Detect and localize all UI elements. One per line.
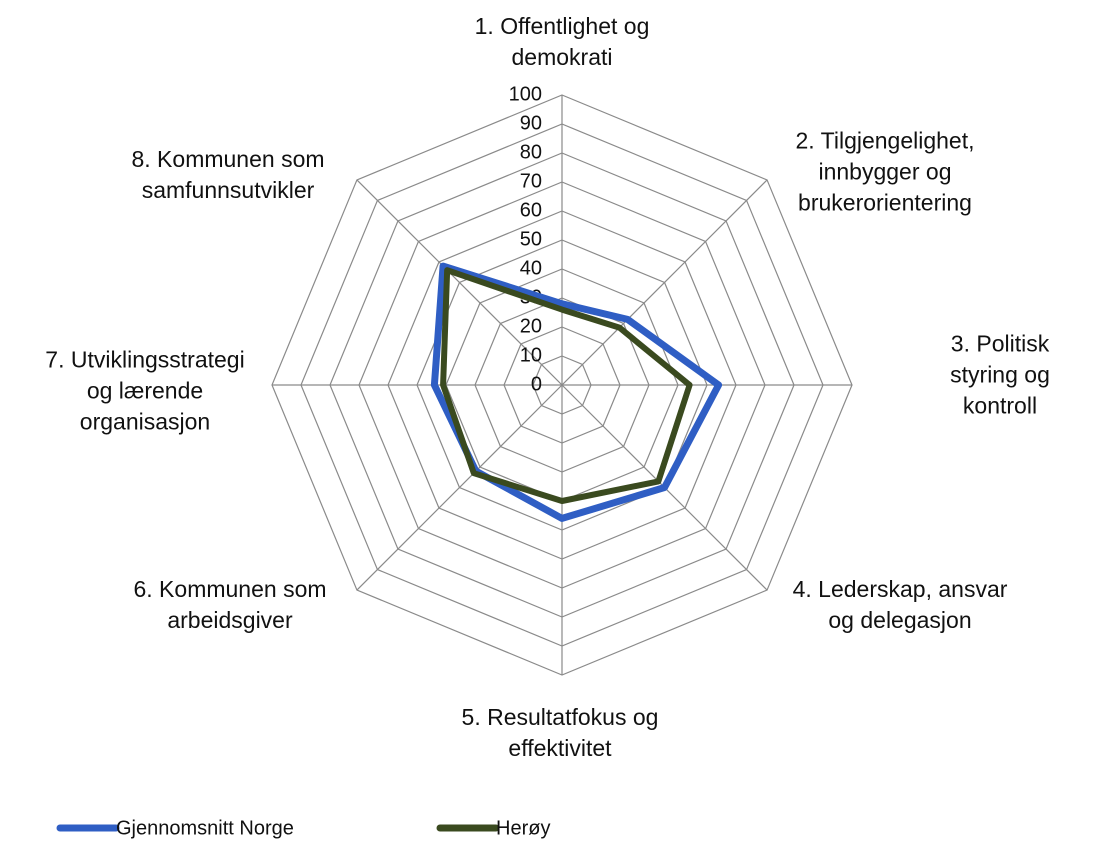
category-label: 7. Utviklingsstrategi og lærende organis… [45, 346, 245, 435]
category-label: 2. Tilgjengelighet, innbygger og brukero… [795, 127, 975, 216]
tick-label: 70 [520, 170, 542, 192]
tick-label: 60 [520, 199, 542, 221]
series-line [430, 262, 723, 522]
tick-label: 20 [520, 315, 542, 337]
tick-label: 80 [520, 141, 542, 163]
category-label: 5. Resultatfokus og effektivitet [461, 704, 659, 761]
category-label: 4. Lederskap, ansvar og delegasjon [792, 576, 1008, 633]
category-label: 3. Politisk styring og kontroll [950, 330, 1050, 419]
tick-label: 0 [531, 373, 542, 395]
tick-label: 10 [520, 344, 542, 366]
category-label: 6. Kommunen som arbeidsgiver [133, 576, 327, 633]
axis-line [356, 384, 563, 591]
legend-label: Gjennomsnitt Norge [116, 817, 294, 839]
tick-label: 50 [520, 228, 542, 250]
category-label: 1. Offentlighet og demokrati [474, 13, 650, 70]
tick-label: 90 [520, 112, 542, 134]
tick-label: 40 [520, 257, 542, 279]
tick-label: 100 [509, 83, 542, 105]
legend-label: Herøy [496, 817, 550, 839]
axis-line [561, 179, 768, 386]
series-line [440, 267, 693, 504]
category-label: 8. Kommunen som samfunnsutvikler [131, 146, 325, 203]
axis-line [356, 179, 563, 386]
